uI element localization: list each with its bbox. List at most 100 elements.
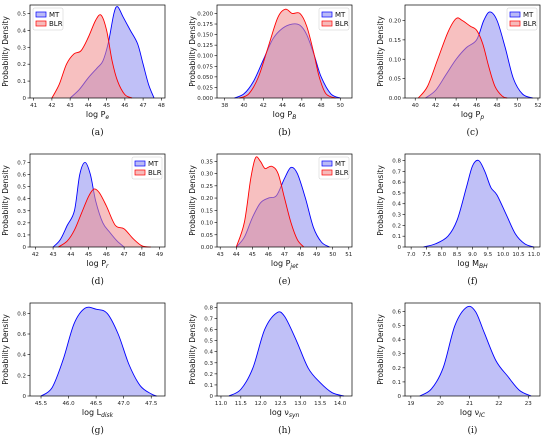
series-blr-line [51,14,133,99]
plot-frame [216,302,353,397]
y-axis-label: Probability Density [376,165,385,236]
x-axis-label: log Pjet [271,259,299,270]
y-tick-label: 0.4 [17,197,26,203]
y-tick-label: 0.2 [392,366,401,372]
x-axis-label-base: log M [457,259,479,268]
y-tick-label: 0.2 [17,221,26,227]
panel-caption: (i) [468,425,478,436]
x-axis-label-subscript: p [479,114,484,121]
x-axis-label-subscript: jet [289,263,298,270]
x-tick-label: 8.5 [453,252,462,258]
legend-label-mt: MT [335,11,346,19]
x-tick-label: 48 [138,252,145,258]
y-tick-label: 0.6 [392,309,401,315]
panel-e: 43 44 45 46 47 48 49 50 51 0.00 0.05 0.10 0.15 0.20 0.… [188,153,353,287]
series-blr-line [239,8,336,99]
y-tick-label: 0 [23,245,27,251]
y-tick-label: 0.1 [204,383,213,389]
y-tick-label: 0.6 [392,180,401,186]
legend-swatch-mt [35,11,47,18]
x-axis-label-base: log ν [270,408,290,417]
y-tick-label: 0.30 [201,172,214,178]
y-tick-label: 0.5 [17,185,26,191]
x-tick-label: 11.5 [235,401,248,407]
x-axis-label: log Pr [86,259,109,270]
x-tick-label: 42 [260,103,267,109]
panel-a: 41 42 43 44 45 46 47 48 0 0.1 0.2 0.3 0.4 0.5 Probabil… [1,4,165,138]
y-tick-label: 0.25 [201,184,214,190]
plot-frame [29,153,166,248]
plot-frame [29,302,166,397]
y-tick-label: 0 [398,245,402,251]
x-tick-label: 44 [85,103,92,109]
x-tick-label: 51 [345,252,352,258]
plot-frame [404,4,541,99]
y-tick-label: 0.15 [201,208,214,214]
x-axis-label: log Ldisk [82,408,114,419]
y-tick-label: 0.6 [17,173,26,179]
legend-swatch-mt [509,11,521,18]
x-axis-label: log νIC [460,408,486,419]
y-tick-label: 0.10 [389,57,402,63]
x-tick-label: 47.0 [118,401,131,407]
panel-b: 38 40 42 44 46 48 50 0.000 0.025 0.050 0.075 0.100 0… [188,4,353,138]
panel-caption: (h) [278,425,291,436]
series-blr-area [51,14,133,98]
x-tick-label: 8.0 [437,252,446,258]
y-tick-label: 0.8 [392,158,401,164]
x-tick-label: 12.5 [274,401,287,407]
y-tick-label: 0.1 [17,79,26,85]
x-tick-label: 47 [281,252,288,258]
y-tick-label: 0.20 [389,19,402,25]
series-blr-line [417,17,508,99]
y-tick-label: 0.025 [197,85,213,91]
x-axis-label: log Pe [86,110,110,121]
x-tick-label: 45 [85,252,92,258]
y-tick-label: 0.4 [17,353,26,359]
y-tick-label: 0.2 [17,62,26,68]
legend-swatch-mt [321,11,333,18]
y-tick-label: 0.4 [392,338,401,344]
x-tick-label: 7.5 [422,252,431,258]
y-tick-label: 0.1 [392,380,401,386]
legend-swatch-blr [35,20,47,27]
x-tick-label: 46 [265,252,272,258]
x-tick-label: 45.5 [35,401,48,407]
panel-caption: (e) [278,276,290,287]
legend-label-mt: MT [523,11,534,19]
x-tick-label: 44 [233,252,240,258]
series-blr-area [239,9,336,98]
y-tick-label: 0.150 [197,33,213,39]
x-tick-label: 46 [473,103,480,109]
x-tick-label: 43 [217,252,224,258]
series-density-line [419,305,532,397]
legend-swatch-blr [509,20,521,27]
series-density-area [228,311,345,396]
y-axis-label: Probability Density [376,314,385,385]
x-tick-label: 11.0 [215,401,228,407]
y-tick-label: 0.05 [201,233,214,239]
legend-swatch-mt [321,160,333,167]
x-tick-label: 13.5 [314,401,327,407]
panel-caption: (c) [466,127,478,138]
legend-label-blr: BLR [335,169,349,177]
series-blr-line [235,156,305,248]
series-blr-area [236,156,304,247]
y-tick-label: 0.075 [197,64,213,70]
y-tick-label: 0.3 [17,209,26,215]
y-tick-label: 0.5 [17,11,26,17]
x-tick-label: 43 [50,252,57,258]
x-tick-label: 7.0 [407,252,416,258]
x-axis-label-base: log P [86,110,106,119]
series-density-area [423,160,534,247]
x-axis-label-subscript: B [292,114,296,121]
y-tick-label: 0.35 [201,159,214,165]
y-axis-label: Probability Density [188,165,197,236]
panel-g: 45.5 46.0 46.5 47.0 47.5 0 0.2 0.4 0.6 0.8 Probabi… [1,302,166,436]
x-tick-label: 38 [221,103,228,109]
x-tick-label: 44 [67,252,74,258]
x-tick-label: 44 [279,103,286,109]
x-axis-label: log νsyn [270,408,300,419]
